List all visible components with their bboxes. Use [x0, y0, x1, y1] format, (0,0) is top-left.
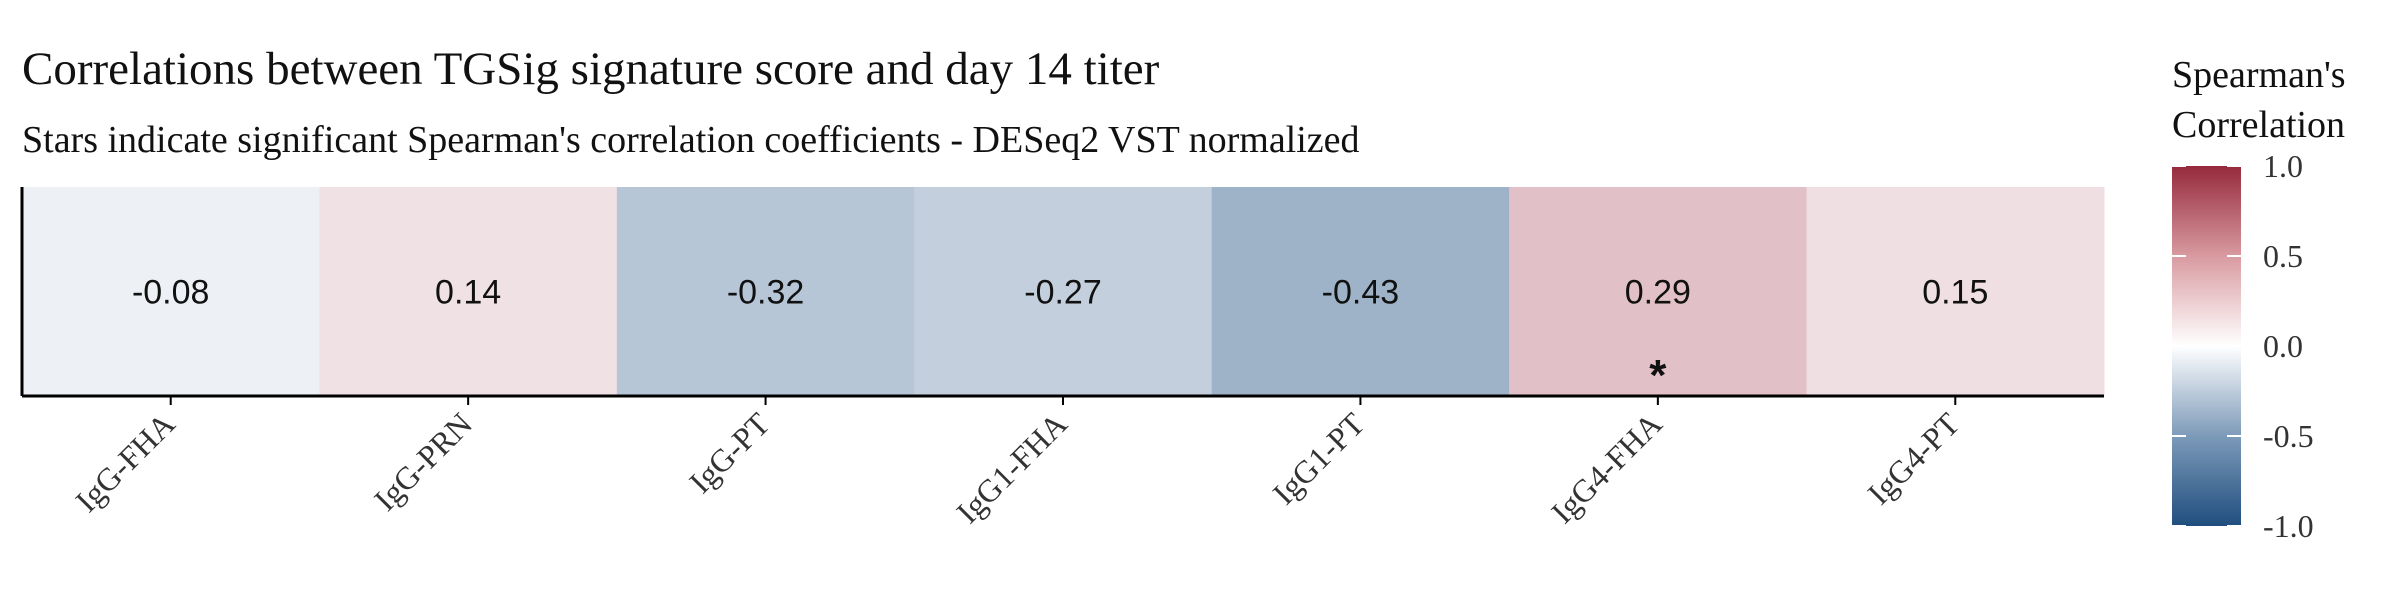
legend-title-line1: Spearman's: [2172, 54, 2346, 96]
legend-tick-label: 0.0: [2263, 328, 2303, 364]
chart-subtitle: Stars indicate significant Spearman's co…: [22, 119, 1360, 161]
legend-tick-label: -1.0: [2263, 508, 2314, 544]
cell-value-label: 0.15: [1922, 274, 1988, 312]
heatmap-cell: [914, 187, 1213, 396]
x-axis-ticks: IgG-FHA IgG-PRN IgG-PT IgG1-FHA IgG1-PT IgG4-…: [68, 396, 1967, 530]
heatmap-cells: -0.08 0.14 -0.32 -0.27 -0.43 0.29 * 0.15: [22, 187, 2105, 400]
legend-tick-label: -0.5: [2263, 418, 2314, 454]
legend-tick-label: 1.0: [2263, 148, 2303, 184]
x-tick-label: IgG-FHA: [68, 405, 181, 518]
cell-value-label: -0.43: [1322, 274, 1400, 312]
heatmap-cell: [22, 187, 320, 396]
heatmap-cell: [1806, 187, 2105, 396]
chart-title: Correlations between TGSig signature sco…: [22, 43, 1160, 95]
heatmap-cell: [616, 187, 915, 396]
legend-title-line2: Correlation: [2172, 104, 2345, 146]
x-tick-label: IgG-PT: [682, 405, 777, 500]
legend-ticks: 1.0 0.5 0.0 -0.5 -1.0: [2172, 148, 2314, 544]
cell-value-label: 0.29: [1625, 274, 1691, 312]
x-tick-label: IgG1-PT: [1265, 405, 1371, 511]
cell-value-label: 0.14: [435, 274, 501, 312]
cell-value-label: -0.08: [132, 274, 210, 312]
x-tick-label: IgG1-FHA: [949, 405, 1074, 530]
heatmap-cell: [1509, 187, 1808, 396]
legend-tick-label: 0.5: [2263, 238, 2303, 274]
cell-value-label: -0.32: [727, 274, 805, 312]
heatmap-cell: [319, 187, 618, 396]
cell-value-label: -0.27: [1024, 274, 1102, 312]
x-tick-label: IgG4-PT: [1860, 405, 1966, 511]
heatmap-cell: [1211, 187, 1510, 396]
significance-star: *: [1649, 351, 1667, 400]
x-tick-label: IgG4-FHA: [1544, 405, 1669, 530]
x-tick-label: IgG-PRN: [367, 405, 479, 517]
